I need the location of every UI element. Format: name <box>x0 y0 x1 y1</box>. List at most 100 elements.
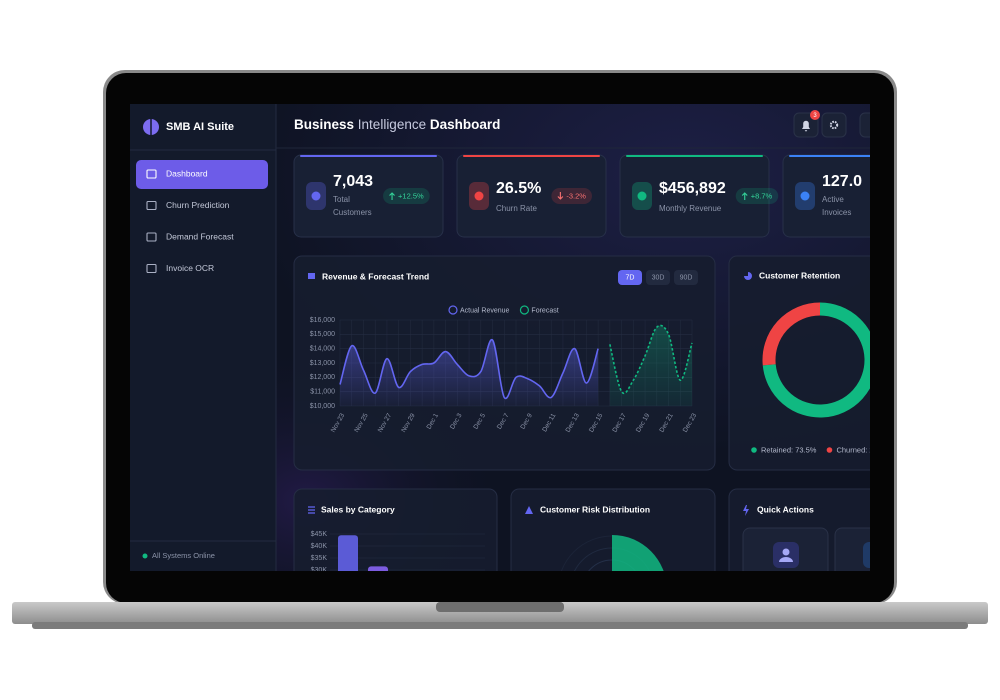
range-button[interactable] <box>618 270 642 285</box>
title-part: Business <box>294 117 354 132</box>
kpi-value: 26.5% <box>496 180 541 197</box>
status-dot <box>142 553 148 559</box>
kpi-glyph <box>800 191 810 201</box>
y-tick-label: $16,000 <box>310 317 335 324</box>
nav-active <box>136 160 268 189</box>
notification-count: 3 <box>813 113 817 119</box>
change-pill <box>551 188 592 204</box>
kpi-label-box: Churn Rate <box>496 204 537 213</box>
status-text: All Systems Online <box>152 551 215 560</box>
range-label[interactable]: 90D <box>680 274 693 281</box>
card-accent <box>300 155 437 157</box>
legend-marker <box>519 305 530 315</box>
series-line <box>339 339 599 400</box>
change-value: -3.2% <box>566 191 586 200</box>
kpi-card: $456,892 Monthly Revenue +8.7% <box>619 154 779 238</box>
kpi-glyph <box>311 191 321 201</box>
legend-label: Actual Revenue <box>460 307 510 314</box>
bolt-icon <box>743 505 749 516</box>
y-tick-label: $30K <box>311 567 328 574</box>
action-card[interactable] <box>834 527 920 588</box>
card-accent <box>626 155 763 157</box>
nav-icon <box>146 200 157 211</box>
kpi-value: 127.0 <box>822 173 862 190</box>
change-value: +12.5% <box>398 191 424 200</box>
legend-label: Forecast <box>531 307 558 314</box>
gear-icon <box>829 120 839 130</box>
notch <box>436 602 564 612</box>
range-label[interactable]: 7D <box>626 274 635 281</box>
nav-item[interactable]: Invoice OCR <box>166 263 214 273</box>
kpi-label-box: Monthly Revenue <box>659 204 722 213</box>
title-part: Dashboard <box>430 117 501 132</box>
list-icon <box>308 506 315 514</box>
kpi-value: 7,043 <box>333 173 373 190</box>
y-tick-label: $14,000 <box>310 346 335 353</box>
chart-icon <box>308 273 315 279</box>
range-button[interactable] <box>646 270 670 285</box>
y-tick-label: $35K <box>311 555 328 562</box>
y-tick-label: $13,000 <box>310 360 335 367</box>
kpi-card: 127.0 Active Invoices <box>782 154 870 238</box>
range-label[interactable]: 30D <box>652 274 665 281</box>
area-fill <box>340 339 599 406</box>
kpi-label: Churn Rate <box>496 204 537 213</box>
kpi-label: Monthly Revenue <box>659 204 722 213</box>
legend-label: Churned: 26.5% <box>836 445 891 454</box>
trend-arrow <box>389 192 395 200</box>
pie-icon <box>744 272 752 280</box>
kpi-card: 7,043 Total Customers +12.5% <box>293 154 444 238</box>
settings-button[interactable] <box>821 112 847 138</box>
legend-dot <box>826 447 833 453</box>
trend-arrow <box>741 192 748 200</box>
kpi-value: $456,892 <box>659 180 726 197</box>
kpi-glyph <box>474 191 484 201</box>
action-icon <box>863 542 870 568</box>
kpi-label-box: Total Customers <box>333 195 372 217</box>
action-glyph <box>782 548 790 556</box>
laptop-base <box>12 602 988 624</box>
risk-slice <box>612 535 664 571</box>
nav-icon <box>146 169 157 179</box>
risk-panel <box>510 488 716 571</box>
panel-title: Quick Actions <box>757 504 814 514</box>
kpi-label-box: Active Invoices <box>822 195 851 217</box>
nav-icon <box>146 263 157 274</box>
page-title: Business Intelligence Dashboard <box>294 117 500 132</box>
panel-title: Customer Retention <box>759 270 840 280</box>
y-tick-label: $11,000 <box>310 389 335 396</box>
legend-dot <box>751 447 757 453</box>
bar <box>338 535 358 571</box>
nav-item[interactable]: Churn Prediction <box>166 200 230 210</box>
warning-icon <box>525 506 533 514</box>
title-part: Intelligence <box>358 117 426 132</box>
range-button[interactable] <box>674 270 698 285</box>
panel-title: Sales by Category <box>321 504 395 514</box>
legend-label: Retained: 73.5% <box>761 445 817 454</box>
bar <box>368 566 388 571</box>
change-value: +8.7% <box>751 191 773 200</box>
y-tick-label: $12,000 <box>310 374 335 381</box>
profile-button[interactable] <box>859 112 884 138</box>
card-accent <box>789 155 870 157</box>
y-tick-label: $45K <box>311 531 328 538</box>
trend-arrow <box>557 192 564 200</box>
kpi-glyph <box>637 191 647 201</box>
y-tick-label: $15,000 <box>310 331 335 338</box>
panel-title: Revenue & Forecast Trend <box>322 271 429 281</box>
y-tick-label: $40K <box>311 543 328 550</box>
nav-item[interactable]: Dashboard <box>166 168 208 178</box>
nav-item[interactable]: Demand Forecast <box>166 231 234 241</box>
change-pill <box>383 188 430 204</box>
screen: SMB AI Suite All Systems Online Business… <box>130 104 920 588</box>
change-pill <box>735 188 779 204</box>
kpi-card: 26.5% Churn Rate -3.2% <box>456 154 607 238</box>
brand-name: SMB AI Suite <box>166 121 234 133</box>
legend-marker <box>448 305 458 315</box>
series-line <box>609 324 693 395</box>
nav-icon <box>146 232 157 242</box>
card-accent <box>463 155 600 157</box>
action-glyph <box>779 557 793 562</box>
